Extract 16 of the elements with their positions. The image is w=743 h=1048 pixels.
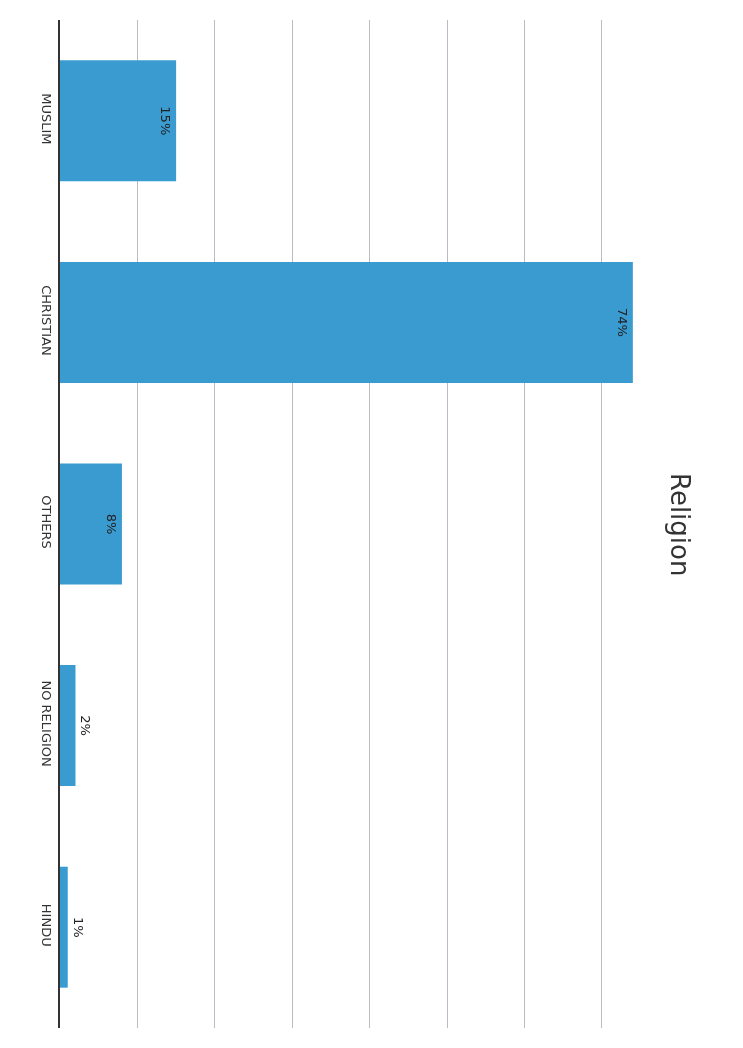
y-tick-label: MUSLIM: [39, 93, 55, 145]
bar: [60, 60, 177, 182]
data-label: 2%: [78, 715, 94, 736]
y-tick-label: CHRISTIAN: [39, 285, 55, 356]
data-label: 8%: [103, 513, 119, 535]
bar: [60, 261, 633, 383]
bar: [60, 665, 76, 787]
data-label: 74%: [614, 307, 630, 337]
text: Religion: [665, 473, 695, 577]
y-tick-label: NO RELIGION: [39, 680, 55, 767]
y-tick-label: OTHERS: [39, 495, 55, 549]
data-label: 15%: [158, 106, 174, 136]
data-label: 1%: [70, 916, 86, 938]
y-tick-label: HINDU: [39, 903, 55, 947]
bar: [60, 463, 122, 585]
bar: [60, 866, 68, 988]
